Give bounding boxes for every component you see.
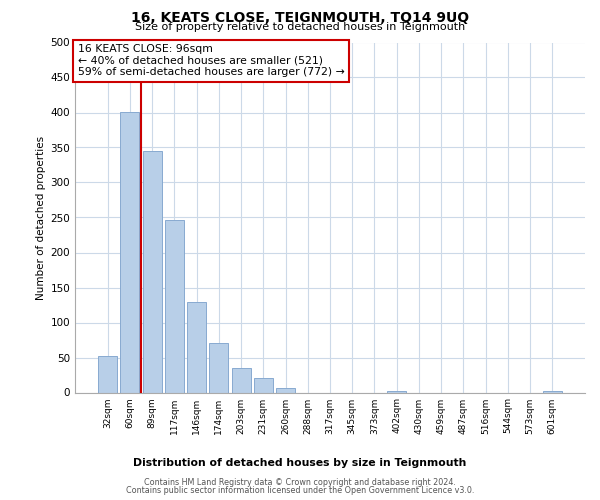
Bar (187, 302, 206, 392)
Bar (165, 220, 184, 392)
Bar (209, 343, 228, 392)
Bar (254, 378, 273, 392)
Text: Contains HM Land Registry data © Crown copyright and database right 2024.: Contains HM Land Registry data © Crown c… (144, 478, 456, 487)
Text: Distribution of detached houses by size in Teignmouth: Distribution of detached houses by size … (133, 458, 467, 468)
Bar (98, 356, 117, 393)
Y-axis label: Number of detached properties: Number of detached properties (36, 136, 46, 300)
Bar (276, 388, 295, 392)
Text: Size of property relative to detached houses in Teignmouth: Size of property relative to detached ho… (135, 22, 465, 32)
Text: Contains public sector information licensed under the Open Government Licence v3: Contains public sector information licen… (126, 486, 474, 495)
Bar (232, 368, 251, 392)
Text: 16, KEATS CLOSE, TEIGNMOUTH, TQ14 9UQ: 16, KEATS CLOSE, TEIGNMOUTH, TQ14 9UQ (131, 11, 469, 25)
Bar (387, 391, 406, 392)
Bar (121, 112, 139, 392)
Bar (143, 151, 161, 392)
Bar (543, 391, 562, 392)
Text: 16 KEATS CLOSE: 96sqm
← 40% of detached houses are smaller (521)
59% of semi-det: 16 KEATS CLOSE: 96sqm ← 40% of detached … (77, 44, 344, 78)
